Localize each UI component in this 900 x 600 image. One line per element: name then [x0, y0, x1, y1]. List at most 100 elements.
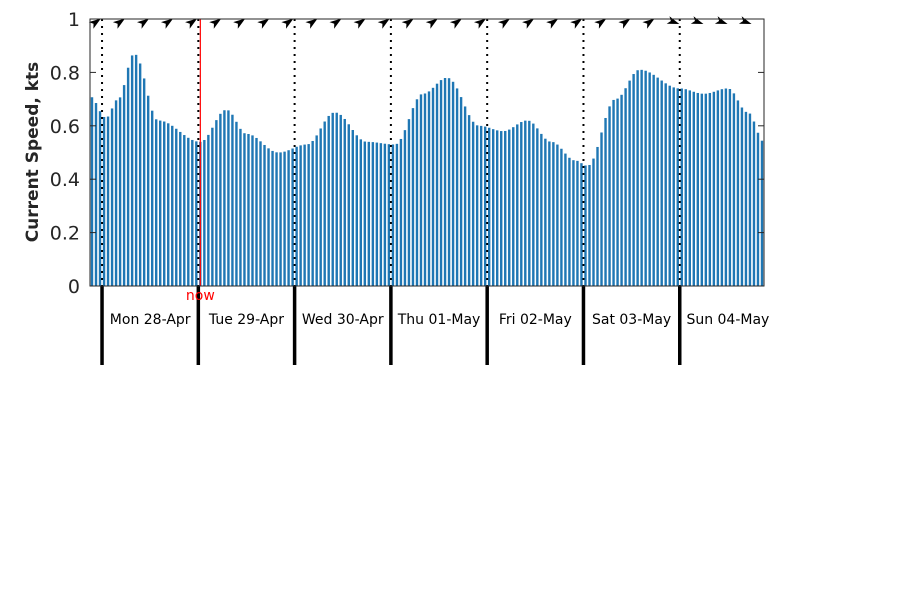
speed-bar — [187, 137, 190, 286]
speed-bar — [138, 63, 142, 286]
arrow-head — [209, 18, 222, 29]
speed-bar — [94, 103, 98, 287]
arrow-head — [546, 18, 559, 29]
arrow-head — [666, 16, 680, 25]
speed-bar — [544, 138, 547, 286]
speed-bar — [612, 99, 615, 286]
y-tick-label: 0.4 — [50, 169, 80, 191]
arrow-head — [377, 18, 390, 29]
direction-arrow-icon — [497, 18, 511, 29]
speed-bar — [652, 74, 655, 286]
direction-arrow-icon — [401, 18, 414, 29]
speed-bar — [355, 135, 358, 286]
arrow-head — [281, 18, 294, 29]
direction-arrow-icon — [449, 18, 463, 29]
speed-bar — [175, 128, 178, 286]
speed-bar — [387, 144, 391, 286]
speed-bar — [744, 111, 748, 286]
speed-bar — [736, 100, 740, 287]
direction-arrow-icon — [112, 18, 126, 29]
direction-arrow-icon — [618, 18, 631, 29]
speed-bar — [491, 129, 495, 286]
speed-bar — [335, 112, 338, 286]
speed-bar — [311, 140, 314, 286]
speed-bar — [748, 113, 752, 286]
speed-bar — [307, 144, 310, 286]
speed-bar — [479, 125, 483, 286]
speed-bar — [383, 143, 387, 286]
arrow-head — [425, 18, 438, 29]
speed-bar — [636, 70, 639, 286]
speed-bar — [142, 78, 146, 286]
day-label: Thu 01-May — [397, 312, 481, 328]
speed-bar — [496, 130, 499, 286]
day-label: Tue 29-Apr — [208, 312, 284, 328]
speed-bar — [118, 97, 122, 287]
arrow-head — [112, 18, 126, 29]
speed-bar — [696, 92, 700, 286]
arrow-head — [185, 18, 198, 29]
speed-bar — [632, 74, 635, 286]
speed-bar — [291, 148, 294, 286]
speed-bar — [756, 132, 760, 286]
now-marker-label: now — [186, 288, 215, 304]
speed-bar — [279, 152, 282, 286]
speed-bar — [548, 141, 551, 286]
arrow-head — [160, 18, 174, 29]
y-axis: 0 0.2 0.4 0.6 0.8 1 — [50, 9, 764, 298]
speed-bar — [215, 120, 218, 287]
direction-arrow-icon — [666, 16, 680, 25]
arrow-head — [642, 18, 655, 29]
speed-bar — [712, 91, 716, 286]
arrow-head — [329, 18, 342, 29]
speed-bar — [427, 91, 431, 286]
speed-bar — [435, 83, 439, 287]
direction-arrow-icon — [136, 18, 150, 29]
speed-bar — [459, 97, 463, 286]
speed-bar — [122, 85, 126, 286]
speed-bar — [134, 54, 138, 286]
speed-bar — [150, 110, 154, 287]
arrow-head — [522, 18, 535, 29]
direction-arrow-icon — [546, 18, 559, 29]
speed-bar — [163, 121, 166, 287]
direction-arrow-icon — [233, 18, 246, 29]
plot-frame — [89, 18, 765, 287]
direction-arrow-icon — [594, 18, 607, 29]
speed-bar — [640, 69, 643, 286]
speed-bar — [191, 139, 194, 286]
speed-bar — [255, 137, 258, 286]
speed-bar — [371, 142, 375, 286]
speed-bar — [247, 133, 250, 286]
speed-bar — [740, 107, 744, 286]
speed-bar — [327, 115, 330, 286]
speed-bar — [415, 99, 419, 286]
speed-bar — [728, 89, 732, 286]
arrow-head — [714, 16, 728, 25]
arrow-head — [136, 18, 150, 29]
direction-arrow-icon — [570, 18, 583, 29]
speed-bar — [520, 122, 523, 287]
speed-bar — [110, 108, 114, 286]
speed-bar — [167, 123, 170, 286]
direction-arrow-icon — [377, 18, 390, 29]
speed-bar — [195, 141, 198, 286]
speed-bar — [275, 152, 278, 286]
speed-bar — [483, 126, 487, 286]
direction-arrow-icon — [353, 18, 366, 29]
speed-bar — [700, 93, 704, 286]
speed-bar — [552, 142, 555, 286]
speed-bar — [439, 80, 443, 286]
speed-bar — [379, 143, 383, 286]
speed-bar — [540, 133, 543, 286]
speed-bar — [524, 120, 527, 286]
speed-bar — [443, 78, 447, 286]
speed-bar — [732, 93, 736, 287]
arrow-head — [497, 18, 511, 29]
speed-bar — [560, 148, 563, 286]
bar-series — [90, 54, 764, 287]
speed-bar — [323, 121, 326, 287]
speed-bar — [624, 88, 627, 286]
speed-bar — [487, 127, 491, 286]
arrow-head — [738, 16, 752, 25]
